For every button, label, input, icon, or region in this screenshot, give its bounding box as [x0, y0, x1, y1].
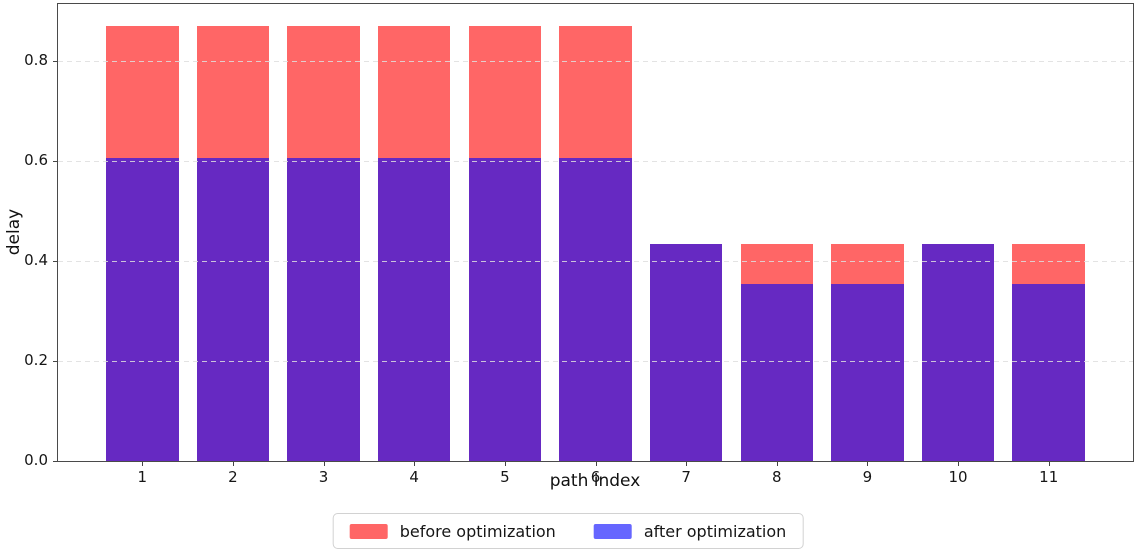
bar-after-optimization [287, 157, 360, 461]
grid-line [58, 361, 1133, 362]
x-tick-label: 7 [681, 468, 691, 486]
x-tick-label: 2 [228, 468, 238, 486]
x-tick-mark [323, 462, 325, 466]
y-tick-label: 0.4 [24, 251, 48, 269]
x-tick-mark [776, 462, 778, 466]
y-tick-label: 0.6 [24, 151, 48, 169]
y-tick-mark [53, 61, 57, 62]
y-tick-mark [53, 461, 57, 462]
plot-area: 1 2 3 4 5 6 7 8 9 10 11 [53, 3, 1134, 486]
bar-after-optimization [559, 157, 632, 461]
x-tick-label: 9 [862, 468, 873, 486]
x-axis-label: path index [549, 471, 641, 491]
x-tick-mark [232, 462, 234, 466]
y-tick-label: 0.8 [24, 51, 48, 69]
bar-after-optimization [1012, 283, 1085, 461]
x-tick-label: 10 [948, 468, 968, 486]
x-tick-mark [142, 462, 144, 466]
bar-after-optimization [196, 157, 270, 461]
legend: before optimization after optimization [332, 513, 804, 549]
grid-line [58, 161, 1133, 162]
x-tick-mark [686, 462, 688, 466]
x-tick-mark [958, 462, 960, 466]
x-tick-label: 1 [137, 468, 148, 486]
bar-after-optimization [831, 283, 904, 461]
x-tick-label: 5 [500, 468, 510, 486]
y-tick-label: 0.2 [24, 351, 48, 369]
grid-line [58, 61, 1133, 62]
legend-label: before optimization [399, 521, 556, 541]
bar-after-optimization [106, 157, 179, 461]
bar-after-optimization [377, 157, 451, 461]
x-tick-mark [867, 462, 869, 466]
bar-after-optimization [740, 283, 814, 461]
y-tick-mark [53, 161, 57, 162]
x-tick-mark [1048, 462, 1050, 466]
x-tick-label: 11 [1039, 468, 1059, 486]
legend-item-before-optimization: before optimization [349, 521, 556, 541]
bar-after-optimization [468, 157, 542, 461]
legend-label: after optimization [643, 521, 787, 541]
y-tick-label: 0.0 [24, 451, 48, 469]
x-tick-label: 3 [318, 468, 329, 486]
x-tick-label: 6 [590, 468, 601, 486]
bar-after-optimization [921, 243, 995, 461]
legend-swatch-before-optimization [349, 523, 388, 539]
legend-item-after-optimization: after optimization [593, 521, 787, 541]
x-tick-label: 8 [772, 468, 782, 486]
x-tick-mark [504, 462, 506, 466]
grid-line [58, 261, 1133, 262]
y-tick-mark [53, 361, 57, 362]
bar-after-optimization [649, 243, 723, 461]
y-tick-mark [53, 261, 57, 262]
x-tick-mark [595, 462, 597, 466]
x-tick-mark [414, 462, 416, 466]
x-tick-label: 4 [409, 468, 419, 486]
legend-swatch-after-optimization [593, 523, 632, 539]
